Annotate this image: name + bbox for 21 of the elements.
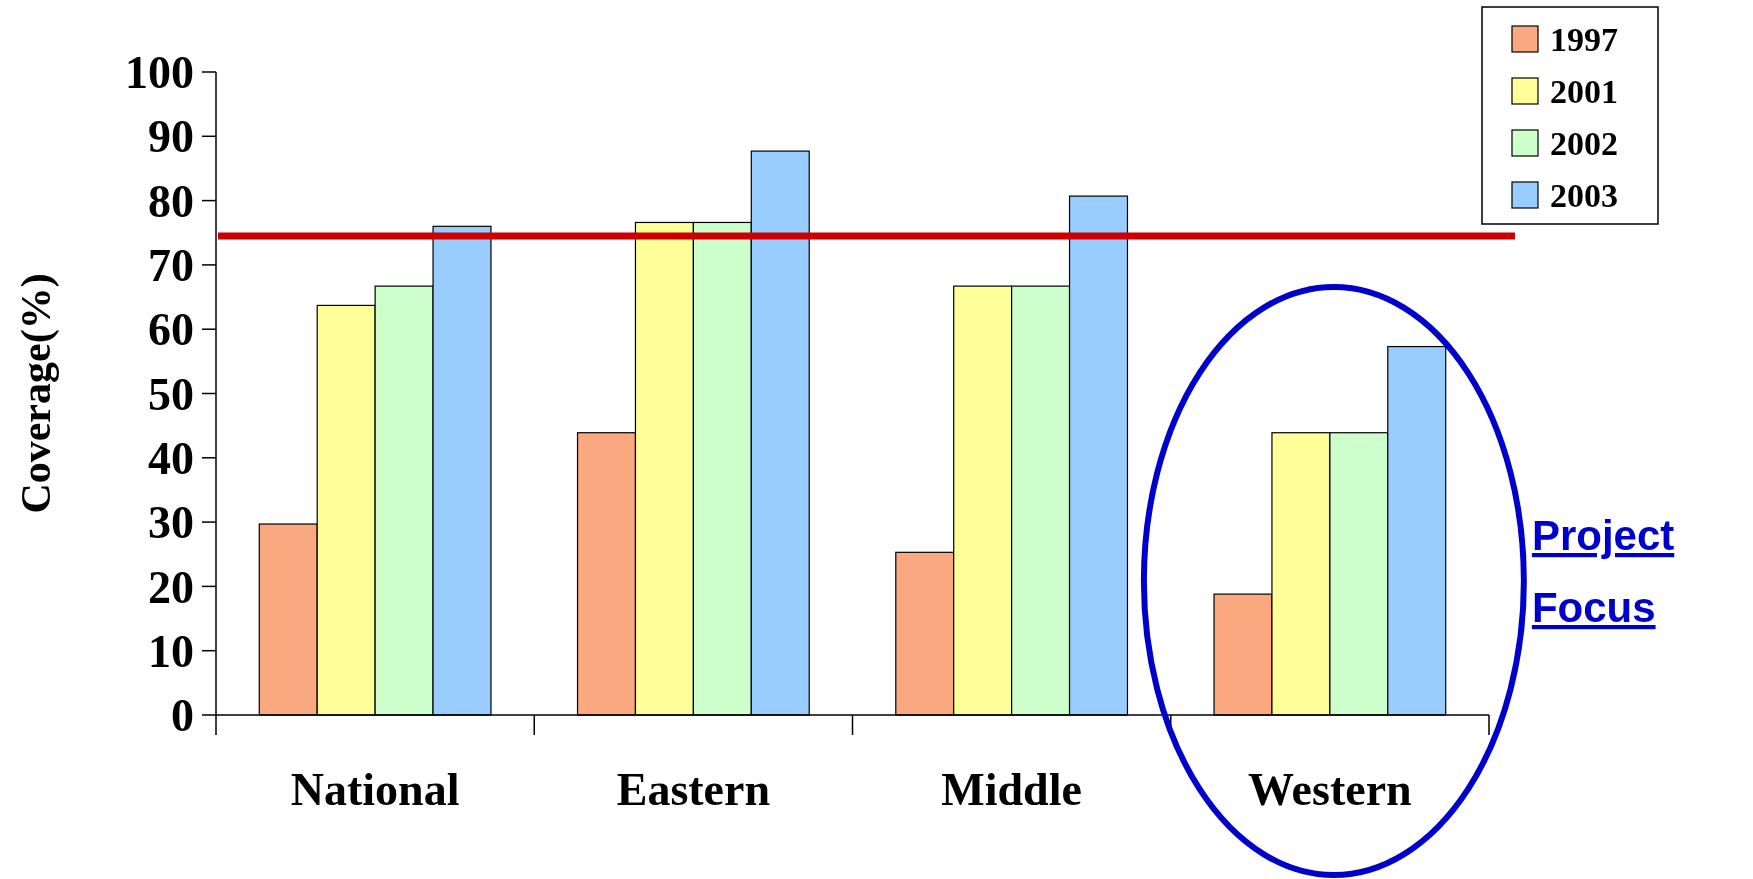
text: Project Focus: [1531, 512, 1675, 631]
y-tick-label: 50: [148, 368, 194, 420]
legend-label: 1997: [1550, 20, 1618, 58]
y-tick-label: 60: [148, 304, 194, 356]
y-tick-label: 90: [148, 111, 194, 163]
y-tick-label: 40: [148, 432, 194, 484]
y-tick-label: 0: [171, 690, 194, 742]
legend-label: 2002: [1550, 124, 1618, 162]
y-tick-label: 10: [148, 625, 194, 677]
legend-label: 2003: [1550, 176, 1618, 214]
x-tick-label: Middle: [941, 764, 1082, 815]
y-tick-label: 20: [148, 561, 194, 613]
y-tick-label: 80: [148, 175, 194, 227]
x-tick-label: Eastern: [616, 764, 771, 815]
y-tick-label: 30: [148, 497, 194, 549]
y-tick-label: 70: [148, 240, 194, 291]
y-tick-label: 100: [125, 47, 194, 99]
legend-label: 2001: [1550, 72, 1618, 110]
y-axis-title: Coverage(%): [13, 273, 60, 514]
x-tick-label: Western: [1248, 764, 1412, 815]
x-tick-label: National: [290, 764, 460, 815]
